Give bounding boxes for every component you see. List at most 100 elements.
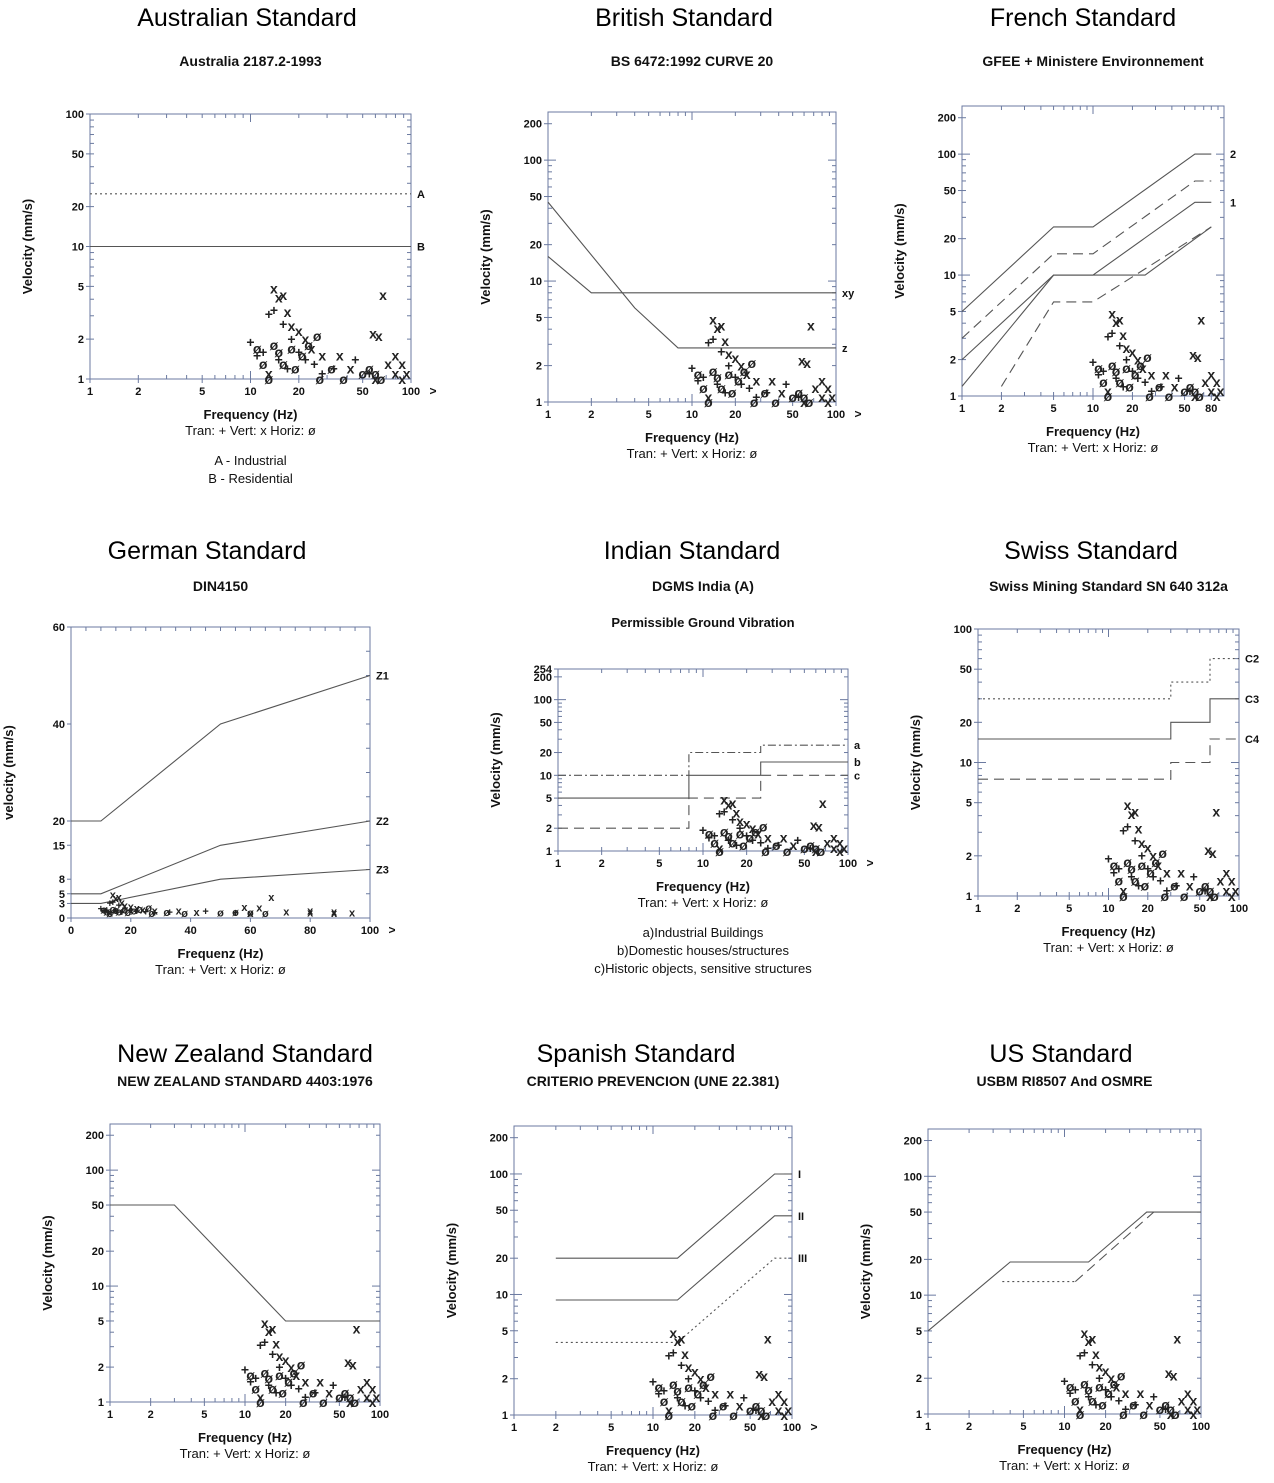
y-tick-label: 5 (950, 306, 956, 318)
vert-marker: x (295, 323, 303, 339)
vert-marker: x (325, 1385, 333, 1401)
vert-marker: x (1104, 383, 1112, 399)
vert-marker: x (282, 1352, 290, 1368)
horiz-marker: ø (709, 363, 718, 379)
y-tick-label: 1 (78, 374, 84, 386)
horiz-marker: ø (112, 905, 119, 917)
vert-marker: x (403, 365, 411, 381)
tran-marker: + (104, 905, 110, 917)
horiz-marker: ø (136, 904, 143, 916)
vert-marker: x (1139, 360, 1147, 376)
vert-marker: x (256, 903, 263, 915)
vert-marker: x (824, 394, 832, 410)
vert-marker: x (113, 893, 120, 905)
tran-marker: + (731, 369, 739, 385)
vert-marker: x (1206, 888, 1214, 904)
x-tick-label: 1 (555, 858, 561, 870)
spanish-standard-heading: Spanish Standard (536, 1040, 736, 1068)
curve-label: xy (842, 288, 855, 300)
vert-marker: x (1170, 1368, 1178, 1384)
horiz-marker: ø (1125, 378, 1134, 394)
vert-marker: x (1201, 374, 1209, 390)
y-tick-label: 2 (546, 823, 552, 835)
tran-marker: + (806, 840, 814, 856)
x-tick-label: 100 (361, 925, 379, 937)
horiz-marker: ø (1161, 1396, 1170, 1412)
vert-marker: x (269, 1320, 277, 1336)
tran-marker: + (704, 334, 712, 350)
tran-marker: + (1092, 1396, 1100, 1412)
horiz-marker: ø (275, 1367, 284, 1383)
horiz-marker: ø (1156, 1401, 1165, 1417)
horiz-marker: ø (377, 371, 386, 387)
tran-marker: + (166, 907, 172, 919)
vert-marker: x (292, 1367, 300, 1383)
indian-standard-heading: Indian Standard (603, 537, 781, 565)
vert-marker: x (784, 1402, 792, 1418)
chart-title: Australia 2187.2-1993 (179, 53, 322, 69)
horiz-marker: ø (1094, 360, 1103, 376)
tran-marker: + (351, 352, 359, 368)
horiz-marker: ø (699, 1376, 708, 1392)
vert-marker: x (725, 346, 733, 362)
chart-title: USBM RI8507 And OSMRE (976, 1073, 1152, 1089)
vert-marker: x (316, 1373, 324, 1389)
vert-marker: x (713, 320, 721, 336)
horiz-marker: ø (1108, 357, 1117, 373)
vert-marker: x (726, 1386, 734, 1402)
tran-marker: + (252, 1370, 260, 1386)
vert-marker: x (110, 890, 117, 902)
tran-marker: + (1121, 1401, 1129, 1417)
horiz-marker: ø (1195, 882, 1204, 898)
tran-marker: + (318, 365, 326, 381)
y-tick-label: 15 (53, 840, 65, 852)
vert-marker: x (265, 365, 273, 381)
y-tick-label: 1 (966, 891, 972, 903)
vert-marker: x (836, 843, 844, 859)
tran-marker: + (1123, 819, 1131, 835)
horiz-marker: ø (1201, 877, 1210, 893)
y-tick-label: 40 (53, 719, 65, 731)
horiz-marker: ø (654, 1379, 663, 1395)
footnote: a)Industrial Buildings (643, 925, 764, 940)
x-axis-label: Frequency (Hz) (1046, 424, 1140, 439)
vert-marker: x (331, 907, 338, 919)
vert-marker: x (823, 834, 831, 850)
tran-marker: + (110, 897, 116, 909)
vert-marker: x (737, 357, 745, 373)
tran-marker: + (101, 906, 107, 918)
horiz-marker: ø (1127, 861, 1136, 877)
y-tick-label: 50 (944, 186, 956, 198)
tran-marker: + (720, 804, 728, 820)
vert-marker: x (384, 356, 392, 372)
x-axis-label: Frequency (Hz) (606, 1443, 700, 1458)
tran-marker: + (649, 1373, 657, 1389)
y-tick-label: 200 (490, 1133, 508, 1145)
tran-marker: + (282, 1370, 290, 1386)
tran-marker: + (310, 356, 318, 372)
vert-marker: x (1154, 857, 1162, 873)
vert-marker: x (302, 331, 310, 347)
vert-marker: x (1138, 835, 1146, 851)
horiz-marker: ø (1155, 378, 1164, 394)
tran-marker: + (697, 1389, 705, 1405)
horiz-marker: ø (365, 360, 374, 376)
limit-curve-i (555, 1173, 792, 1259)
swiss-standard-chart: Swiss Mining Standard SN 640 312a 1 2 5 10 20… (908, 578, 1260, 955)
vert-marker: x (752, 373, 760, 389)
x-tick-label: 5 (201, 1409, 207, 1421)
horiz-marker: ø (101, 905, 108, 917)
limit-curve-a (558, 744, 848, 776)
horiz-marker: ø (264, 1370, 273, 1386)
tran-marker: + (704, 1393, 712, 1409)
x-tick-label: 5 (1020, 1421, 1026, 1433)
y-tick-label: 1 (916, 1409, 922, 1421)
limit-curve-z1 (71, 674, 371, 822)
tran-marker: + (743, 827, 751, 843)
tran-marker: + (246, 1373, 254, 1389)
marker-legend: Tran: + Vert: x Horiz: ø (588, 1459, 719, 1474)
tran-marker: + (1104, 851, 1112, 867)
tran-marker: + (725, 357, 733, 373)
vert-marker: x (665, 1402, 673, 1418)
